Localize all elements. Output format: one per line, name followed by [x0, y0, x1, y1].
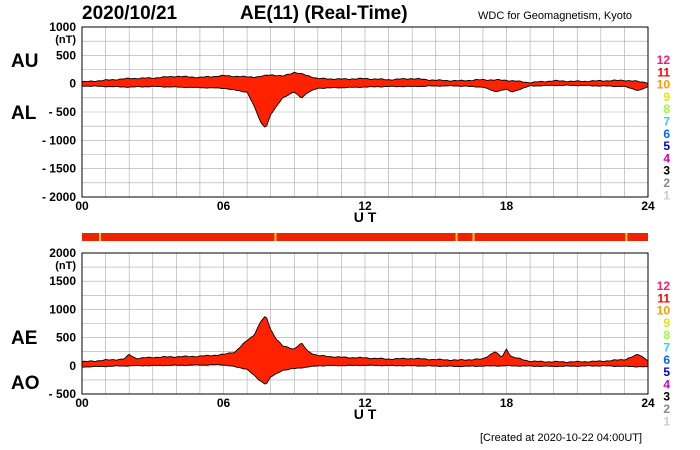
y-tick-label: 1000	[49, 20, 76, 34]
station-count-label: 7	[663, 341, 670, 355]
created-timestamp: [Created at 2020-10-22 04:00UT]	[480, 432, 643, 444]
x-axis-label: U T	[354, 406, 377, 422]
station-count-label: 5	[663, 139, 670, 153]
station-count-label: 9	[663, 316, 670, 330]
station-count-label: 4	[663, 377, 670, 391]
y-tick-label: - 1500	[42, 162, 76, 176]
y-tick-label: 0	[69, 359, 76, 373]
x-tick-label: 12	[358, 396, 372, 410]
availability-bar-gap-mark	[98, 233, 101, 241]
station-count-label: 3	[663, 164, 670, 178]
x-tick-label: 18	[500, 396, 514, 410]
chart-date: 2020/10/21	[82, 3, 178, 24]
availability-bar-gap-mark	[472, 233, 475, 241]
ae-series-label: AE	[11, 328, 38, 349]
station-availability-bar	[82, 233, 648, 241]
y-tick-label: 1000	[49, 302, 76, 316]
station-count-label: 3	[663, 390, 670, 404]
availability-bar-gap-mark	[274, 233, 277, 241]
plot-frame	[81, 252, 649, 395]
chart-title: AE(11) (Real-Time)	[240, 3, 408, 24]
filled-range-area	[82, 72, 648, 128]
unit-label: (nT)	[55, 260, 76, 272]
series-line-ao	[81, 364, 649, 385]
station-count-label: 12	[657, 279, 671, 293]
x-tick-label: 12	[358, 199, 372, 213]
y-tick-label: 1500	[49, 274, 76, 288]
al-series-label: AL	[11, 103, 37, 124]
x-tick-label: 24	[641, 396, 655, 410]
station-count-label: 11	[657, 65, 670, 79]
station-count-label: 10	[657, 304, 671, 318]
availability-bar-fill	[82, 233, 648, 241]
station-count-label: 10	[657, 78, 671, 92]
plot-frame	[81, 26, 649, 198]
x-tick-label: 00	[75, 396, 89, 410]
data-source-label: WDC for Geomagnetism, Kyoto	[478, 10, 633, 22]
x-tick-label: 06	[217, 199, 231, 213]
availability-bar-gap-mark	[455, 233, 458, 241]
y-tick-label: - 1000	[42, 133, 76, 147]
station-count-label: 4	[663, 151, 670, 165]
x-tick-label: 00	[75, 199, 89, 213]
station-count-label: 11	[657, 291, 670, 305]
plot-panel-1: 1000 500 0 - 500 - 1000 - 1500 - 2000 (nT) 00 06 1…	[42, 20, 670, 225]
unit-label: (nT)	[55, 34, 76, 46]
station-count-label: 6	[663, 127, 670, 141]
y-tick-label: 2000	[49, 246, 76, 260]
x-tick-label: 18	[500, 199, 514, 213]
y-tick-label: 0	[69, 77, 76, 91]
x-tick-label: 24	[641, 199, 655, 213]
series-line-ae	[81, 316, 649, 363]
station-count-label: 7	[663, 115, 670, 129]
station-count-label: 6	[663, 353, 670, 367]
y-tick-label: - 500	[49, 387, 77, 401]
y-tick-label: - 2000	[42, 190, 76, 204]
station-count-label: 8	[663, 328, 670, 342]
y-tick-label: 500	[56, 331, 76, 345]
station-count-label: 2	[663, 402, 670, 416]
x-tick-label: 06	[217, 396, 231, 410]
station-count-label: 9	[663, 90, 670, 104]
station-count-label: 1	[663, 188, 670, 202]
y-tick-label: 500	[56, 48, 76, 62]
availability-bar-gap-mark	[625, 233, 628, 241]
station-count-label: 12	[657, 53, 671, 67]
station-count-label: 5	[663, 365, 670, 379]
station-count-label: 1	[663, 414, 670, 428]
x-axis-label: U T	[354, 209, 377, 225]
station-count-label: 8	[663, 102, 670, 116]
ao-series-label: AO	[11, 373, 40, 394]
y-tick-label: - 500	[49, 105, 77, 119]
station-count-label: 2	[663, 176, 670, 190]
au-series-label: AU	[11, 51, 39, 72]
series-line-al	[81, 84, 649, 128]
series-line-au	[81, 71, 649, 84]
